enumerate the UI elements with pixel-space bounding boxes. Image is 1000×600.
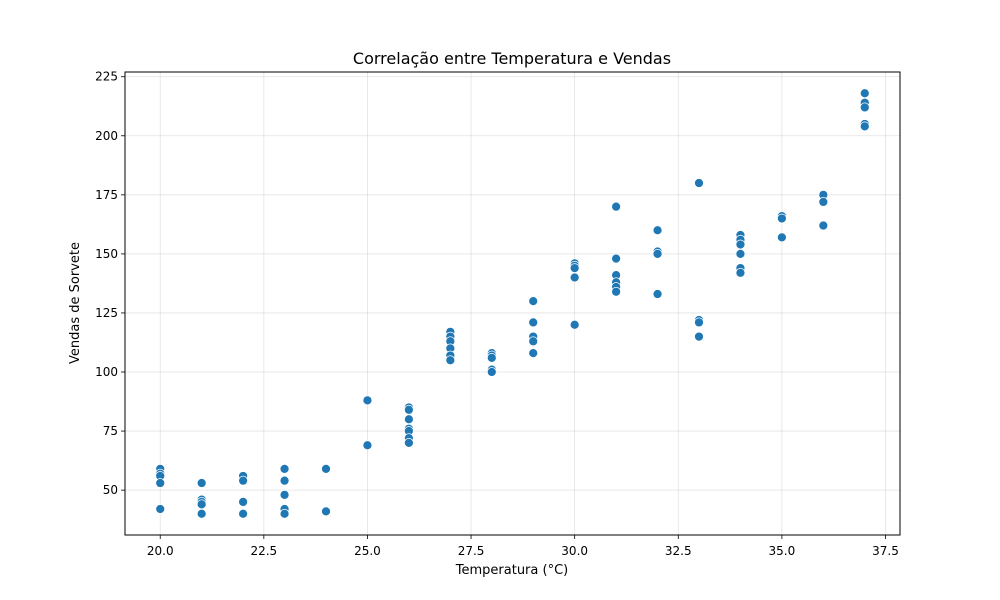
data-point (859, 88, 870, 99)
y-tick-label: 125 (95, 306, 118, 320)
chart-title: Correlação entre Temperatura e Vendas (353, 49, 671, 68)
data-point (777, 213, 787, 224)
x-tick-label: 37.5 (872, 544, 899, 558)
data-point (445, 355, 456, 366)
data-point (569, 272, 580, 283)
data-point (652, 249, 663, 259)
y-tick-label: 175 (95, 188, 118, 202)
y-tick-label: 50 (103, 483, 118, 497)
plot-frame (124, 71, 901, 536)
y-tick-label: 150 (95, 247, 118, 261)
data-point (155, 504, 166, 514)
data-point (321, 463, 331, 474)
data-point (694, 317, 704, 328)
x-tick-label: 20.0 (147, 544, 174, 558)
data-point (279, 475, 290, 486)
data-point (569, 319, 580, 330)
data-point (279, 489, 290, 500)
x-tick-label: 30.0 (561, 544, 588, 558)
data-point (196, 508, 207, 519)
data-point (611, 201, 621, 212)
data-point (777, 232, 787, 243)
data-point (528, 296, 539, 307)
x-axis-ticks: 20.0 22.5 25.0 27.5 30.0 32.5 35.0 37.5 (147, 535, 899, 558)
data-point (362, 395, 373, 406)
x-tick-label: 25.0 (354, 544, 381, 558)
data-point (196, 499, 207, 510)
x-tick-label: 22.5 (250, 544, 277, 558)
data-point (279, 463, 290, 474)
data-point (611, 253, 621, 264)
data-point (735, 267, 746, 278)
grid (125, 72, 900, 535)
data-point (611, 286, 621, 297)
data-point (818, 220, 829, 231)
data-point (404, 404, 414, 415)
data-point (238, 475, 248, 486)
data-point (238, 497, 248, 507)
y-axis-ticks: 50 75 100 125 150 175 200 225 (95, 70, 125, 497)
data-point (569, 263, 580, 273)
data-point (735, 239, 746, 250)
data-point (859, 102, 870, 113)
data-point (735, 249, 746, 259)
x-axis-label: Temperatura (°C) (455, 563, 568, 578)
data-point (486, 352, 497, 363)
data-point (321, 506, 331, 517)
data-point (694, 331, 704, 342)
y-tick-label: 200 (95, 129, 118, 143)
x-tick-label: 32.5 (665, 544, 692, 558)
data-point (652, 289, 663, 299)
y-axis-label: Vendas de Sorvete (68, 242, 83, 364)
x-tick-label: 35.0 (769, 544, 796, 558)
x-tick-label: 27.5 (458, 544, 485, 558)
y-tick-label: 225 (95, 70, 118, 84)
y-tick-label: 100 (95, 365, 118, 379)
data-points (155, 88, 870, 519)
data-point (528, 336, 539, 347)
data-point (155, 478, 166, 488)
data-point (238, 508, 248, 519)
data-point (362, 440, 373, 451)
data-point (486, 367, 497, 377)
data-point (528, 317, 539, 328)
data-point (652, 225, 663, 236)
data-point (196, 478, 207, 488)
data-point (279, 508, 290, 519)
data-point (528, 348, 539, 358)
data-point (859, 121, 870, 132)
y-tick-label: 75 (103, 424, 118, 438)
data-point (818, 197, 829, 207)
data-point (404, 414, 414, 425)
data-point (694, 178, 704, 188)
data-point (404, 437, 414, 448)
